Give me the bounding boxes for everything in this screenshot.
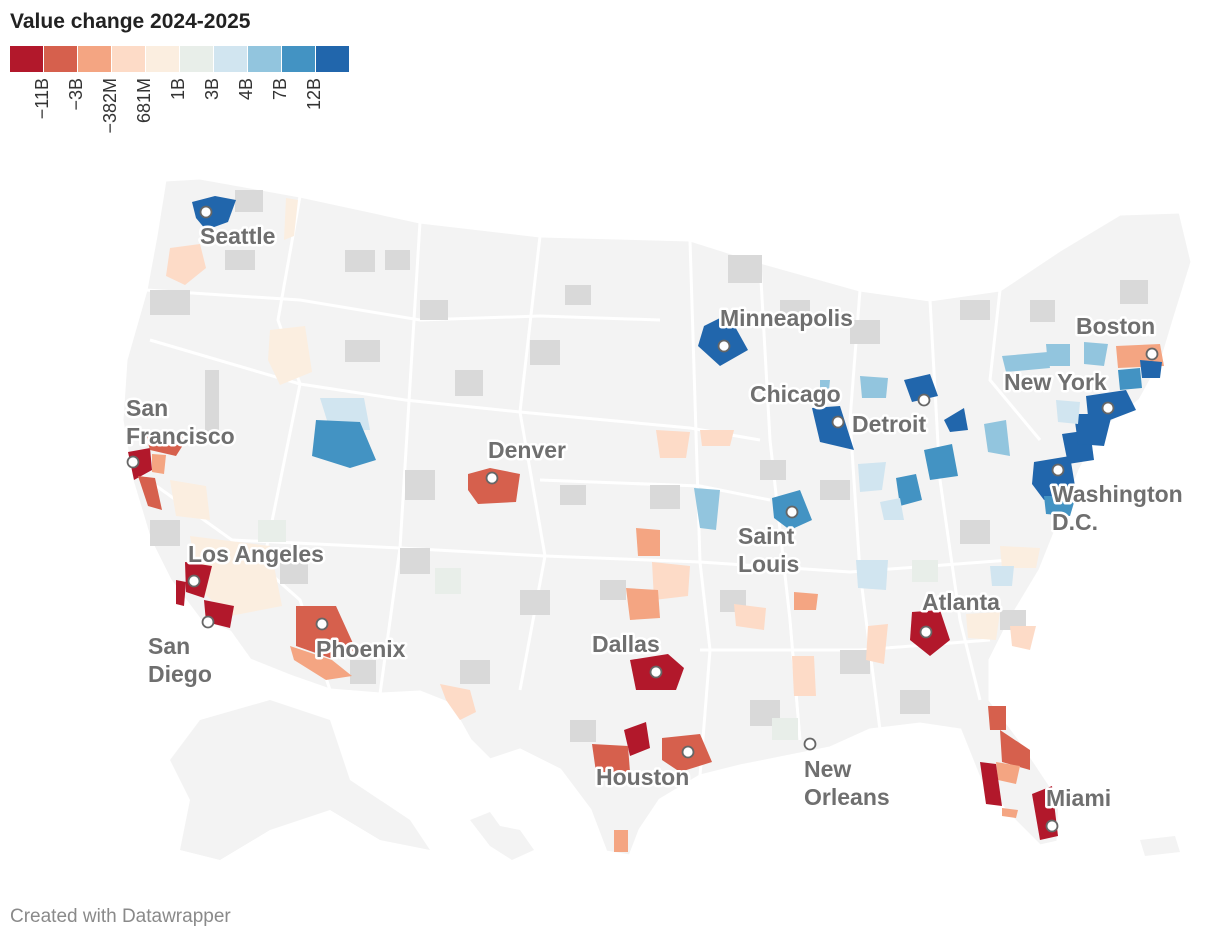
metro-denver (468, 468, 520, 504)
city-minneapolis: Minneapolis (717, 303, 855, 353)
city-detroit: Detroit (850, 393, 931, 440)
city-label: Miami (1046, 785, 1111, 811)
legend-swatch (316, 46, 349, 72)
city-label: Dallas (592, 631, 660, 657)
metro-phoenix (296, 606, 356, 658)
metro-seattle (192, 196, 236, 230)
legend-swatches (10, 46, 350, 72)
city-marker (485, 471, 499, 485)
colored-metros (128, 196, 1164, 852)
city-label: Detroit (852, 411, 926, 437)
city-miami: Miami (1044, 783, 1114, 833)
city-houston: Houston (594, 745, 695, 793)
city-marker (831, 415, 845, 429)
legend-swatch (78, 46, 111, 72)
city-marker (126, 455, 140, 469)
city-label: Boston (1076, 313, 1155, 339)
color-legend: −11B −3B −382M 681M 1B 3B 4B 7B 12B (10, 46, 350, 182)
city-label: New York (1004, 369, 1107, 395)
city-marker (803, 737, 817, 751)
legend-swatch (146, 46, 179, 72)
city-marker (1051, 463, 1065, 477)
city-label: D.C. (1052, 509, 1098, 535)
city-label: Denver (488, 437, 566, 463)
legend-swatch (112, 46, 145, 72)
city-label: New (804, 756, 851, 782)
city-label: Atlanta (922, 589, 1000, 615)
city-marker (187, 574, 201, 588)
metro-washington-dc (1032, 456, 1076, 500)
city-dallas: Dallas (590, 629, 663, 679)
city-marker (1045, 819, 1059, 833)
city-label: Louis (738, 551, 799, 577)
chart-title: Value change 2024-2025 (10, 10, 251, 33)
city-new-york: New York (1002, 367, 1115, 415)
hawaii (470, 812, 534, 860)
city-layer: Seattle Minneapolis Boston New York Chicago D… (124, 205, 1185, 833)
city-label: Seattle (200, 223, 275, 249)
puerto-rico (1140, 836, 1180, 856)
city-phoenix: Phoenix (314, 617, 408, 665)
city-marker (785, 505, 799, 519)
city-chicago: Chicago (748, 379, 845, 429)
legend-swatch (248, 46, 281, 72)
legend-swatch (44, 46, 77, 72)
city-marker (315, 617, 329, 631)
city-denver: Denver (485, 435, 569, 485)
city-marker (199, 205, 213, 219)
city-label: Orleans (804, 784, 890, 810)
city-marker (201, 615, 215, 629)
city-los-angeles: Los Angeles (186, 539, 326, 588)
city-atlanta: Atlanta (919, 587, 1003, 639)
city-seattle: Seattle (198, 205, 278, 252)
metro-san-antonio (592, 744, 630, 772)
city-marker (649, 665, 663, 679)
footer-credit: Created with Datawrapper (10, 906, 231, 927)
city-marker (681, 745, 695, 759)
city-label: Houston (596, 764, 689, 790)
us-mainland (120, 176, 1194, 858)
alaska (170, 700, 430, 860)
city-boston: Boston (1074, 311, 1159, 361)
city-label: Washington (1052, 481, 1183, 507)
city-label: Chicago (750, 381, 841, 407)
city-marker (1145, 347, 1159, 361)
city-label: Phoenix (316, 636, 406, 662)
metro-chicago (812, 406, 854, 450)
city-label: Minneapolis (720, 305, 853, 331)
city-label: San (126, 395, 168, 421)
metro-salt-lake (312, 420, 376, 468)
legend-swatch (10, 46, 43, 72)
city-marker (1101, 401, 1115, 415)
gray-metros (150, 190, 1148, 742)
city-label: Diego (148, 661, 212, 687)
metro-detroit (904, 374, 938, 402)
city-marker (917, 393, 931, 407)
city-label: Los Angeles (188, 541, 324, 567)
city-marker (919, 625, 933, 639)
city-label: Saint (738, 523, 795, 549)
legend-swatch (282, 46, 315, 72)
metro-tampa (980, 762, 1002, 806)
city-label: San (148, 633, 190, 659)
city-label: Francisco (126, 423, 235, 449)
city-marker (717, 339, 731, 353)
neutral-metros (258, 520, 938, 740)
legend-swatch (180, 46, 213, 72)
legend-swatch (214, 46, 247, 72)
